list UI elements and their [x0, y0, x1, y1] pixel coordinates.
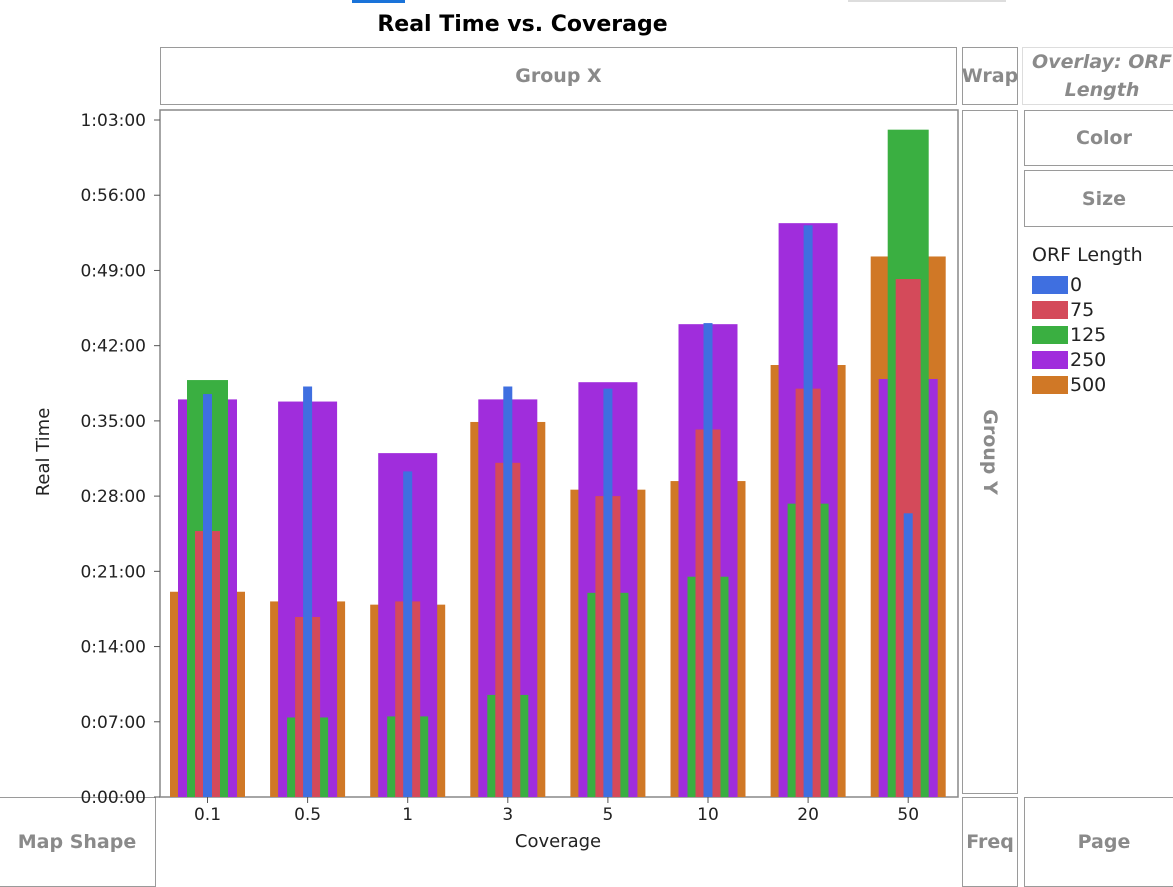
wrap-zone[interactable]: Wrap	[962, 47, 1018, 105]
x-tick-label: 10	[697, 805, 719, 825]
y-tick-label: 0:56:00	[80, 186, 146, 206]
size-zone[interactable]: Size	[1024, 170, 1173, 227]
bar-orf-0	[503, 386, 513, 797]
y-tick-label: 0:07:00	[80, 713, 146, 733]
color-zone[interactable]: Color	[1024, 110, 1173, 166]
legend-item[interactable]: 125	[1032, 322, 1143, 347]
x-tick-label: 3	[502, 805, 513, 825]
y-axis-label: Real Time	[33, 408, 54, 497]
legend-label: 500	[1070, 373, 1107, 396]
bar-orf-0	[703, 323, 713, 797]
bar-orf-0	[903, 513, 913, 797]
bar-orf-0	[303, 386, 313, 797]
y-tick-label: 0:14:00	[80, 638, 146, 658]
chart-title: Real Time vs. Coverage	[377, 12, 668, 37]
y-tick-label: 0:00:00	[80, 788, 146, 808]
legend-title: ORF Length	[1032, 244, 1143, 266]
group-x-zone[interactable]: Group X	[160, 47, 957, 105]
bar-orf-0	[803, 225, 813, 798]
legend-swatch	[1032, 375, 1068, 394]
tab-indicator	[352, 0, 405, 3]
legend-swatch	[1032, 300, 1068, 319]
x-tick-label: 5	[602, 805, 613, 825]
x-tick-label: 1	[402, 805, 413, 825]
y-tick-label: 0:35:00	[80, 412, 146, 432]
y-tick-label: 0:21:00	[80, 562, 146, 582]
x-axis-label: Coverage	[515, 831, 601, 852]
legend-item[interactable]: 500	[1032, 372, 1143, 397]
y-tick-label: 0:49:00	[80, 261, 146, 281]
legend: ORF Length 0 75 125 250 500	[1032, 244, 1143, 397]
legend-item[interactable]: 0	[1032, 272, 1143, 297]
legend-label: 250	[1070, 348, 1107, 371]
legend-label: 125	[1070, 323, 1107, 346]
x-tick-label: 50	[897, 805, 919, 825]
bar-orf-0	[403, 471, 413, 797]
group-y-zone[interactable]: Group Y	[962, 110, 1018, 794]
legend-swatch	[1032, 350, 1068, 369]
legend-swatch	[1032, 325, 1068, 344]
legend-item[interactable]: 75	[1032, 297, 1143, 322]
x-tick-label: 0.5	[294, 805, 321, 825]
x-tick-label: 0.1	[194, 805, 221, 825]
bar-orf-0	[203, 394, 212, 797]
legend-swatch	[1032, 275, 1068, 294]
y-tick-label: 0:42:00	[80, 337, 146, 357]
bar-orf-0	[603, 388, 613, 797]
legend-label: 75	[1070, 298, 1095, 321]
y-tick-label: 1:03:00	[80, 111, 146, 131]
x-tick-label: 20	[797, 805, 819, 825]
legend-item[interactable]: 250	[1032, 347, 1143, 372]
legend-label: 0	[1070, 273, 1083, 296]
y-tick-label: 0:28:00	[80, 487, 146, 507]
overlay-zone[interactable]: Overlay: ORF Length	[1022, 47, 1173, 105]
top-divider	[848, 0, 1006, 2]
